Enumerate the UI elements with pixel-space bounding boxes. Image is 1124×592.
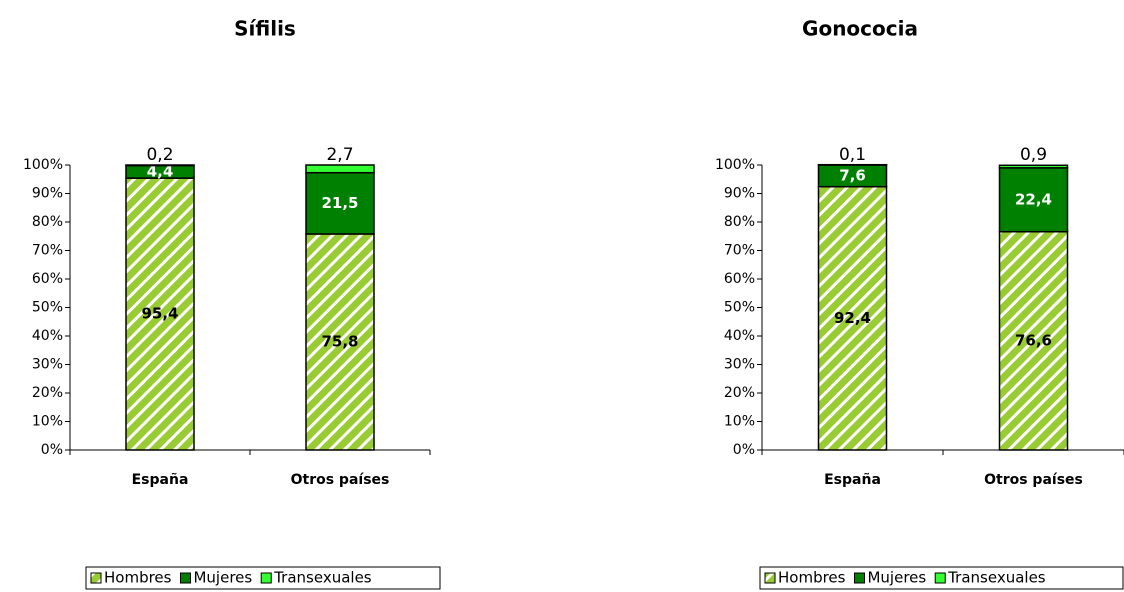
y-tick-label: 20% [32,385,63,401]
legend-label: Transexuales [947,569,1046,587]
y-tick-label: 80% [32,214,63,230]
legend-swatch [853,572,865,584]
bar-segment [125,164,195,167]
legend-swatch [934,572,946,584]
chart-title: Sífilis [234,17,296,41]
y-tick-label: 0% [733,442,755,458]
bar-segment [817,185,888,451]
y-tick-label: 30% [32,357,63,373]
y-tick-label: 10% [724,414,755,430]
data-label: 0,2 [146,145,173,165]
legend-swatch [260,572,272,584]
data-label: 21,5 [321,194,358,212]
y-tick-label: 20% [724,385,755,401]
legend-swatch [90,572,102,584]
legend-label: Mujeres [867,569,926,587]
y-tick-label: 10% [32,414,63,430]
legend-label: Transexuales [273,569,372,587]
data-label: 22,4 [1015,190,1052,208]
y-tick-label: 50% [724,300,755,316]
legend-label: Mujeres [193,569,252,587]
data-label: 7,6 [839,166,866,184]
chart-title: Gonococia [802,17,918,41]
data-label: 4,4 [147,162,174,180]
x-tick-label: Otros países [984,472,1083,488]
y-tick-label: 70% [32,243,63,259]
y-tick-label: 60% [724,271,755,287]
data-label: 75,8 [321,332,358,350]
y-tick-label: 40% [32,328,63,344]
data-label: 76,6 [1015,331,1052,349]
y-tick-label: 40% [724,328,755,344]
bar-segment [998,167,1069,233]
y-tick-label: 100% [715,157,755,173]
y-tick-label: 100% [23,157,63,173]
data-label: 95,4 [141,305,178,323]
x-tick-label: España [824,472,881,488]
data-label: 0,9 [1020,145,1047,165]
bar-segment [998,230,1069,451]
y-tick-label: 90% [724,186,755,202]
y-tick-label: 30% [724,357,755,373]
y-tick-label: 50% [32,300,63,316]
legend-label: Hombres [778,569,846,587]
legend-swatch [179,572,191,584]
data-label: 2,7 [326,145,353,165]
y-tick-label: 90% [32,186,63,202]
bar-segment [125,177,195,451]
y-tick-label: 80% [724,214,755,230]
y-tick-label: 70% [724,243,755,259]
y-tick-label: 0% [41,442,63,458]
bar-segment [305,164,375,174]
x-tick-label: Otros países [291,472,390,488]
data-label: 0,1 [839,145,866,165]
data-label: 92,4 [834,309,871,327]
bar-segment [998,164,1069,169]
legend-swatch [764,572,776,584]
x-tick-label: España [132,472,189,488]
y-tick-label: 60% [32,271,63,287]
bar-segment [305,171,375,235]
legend-label: Hombres [104,569,172,587]
